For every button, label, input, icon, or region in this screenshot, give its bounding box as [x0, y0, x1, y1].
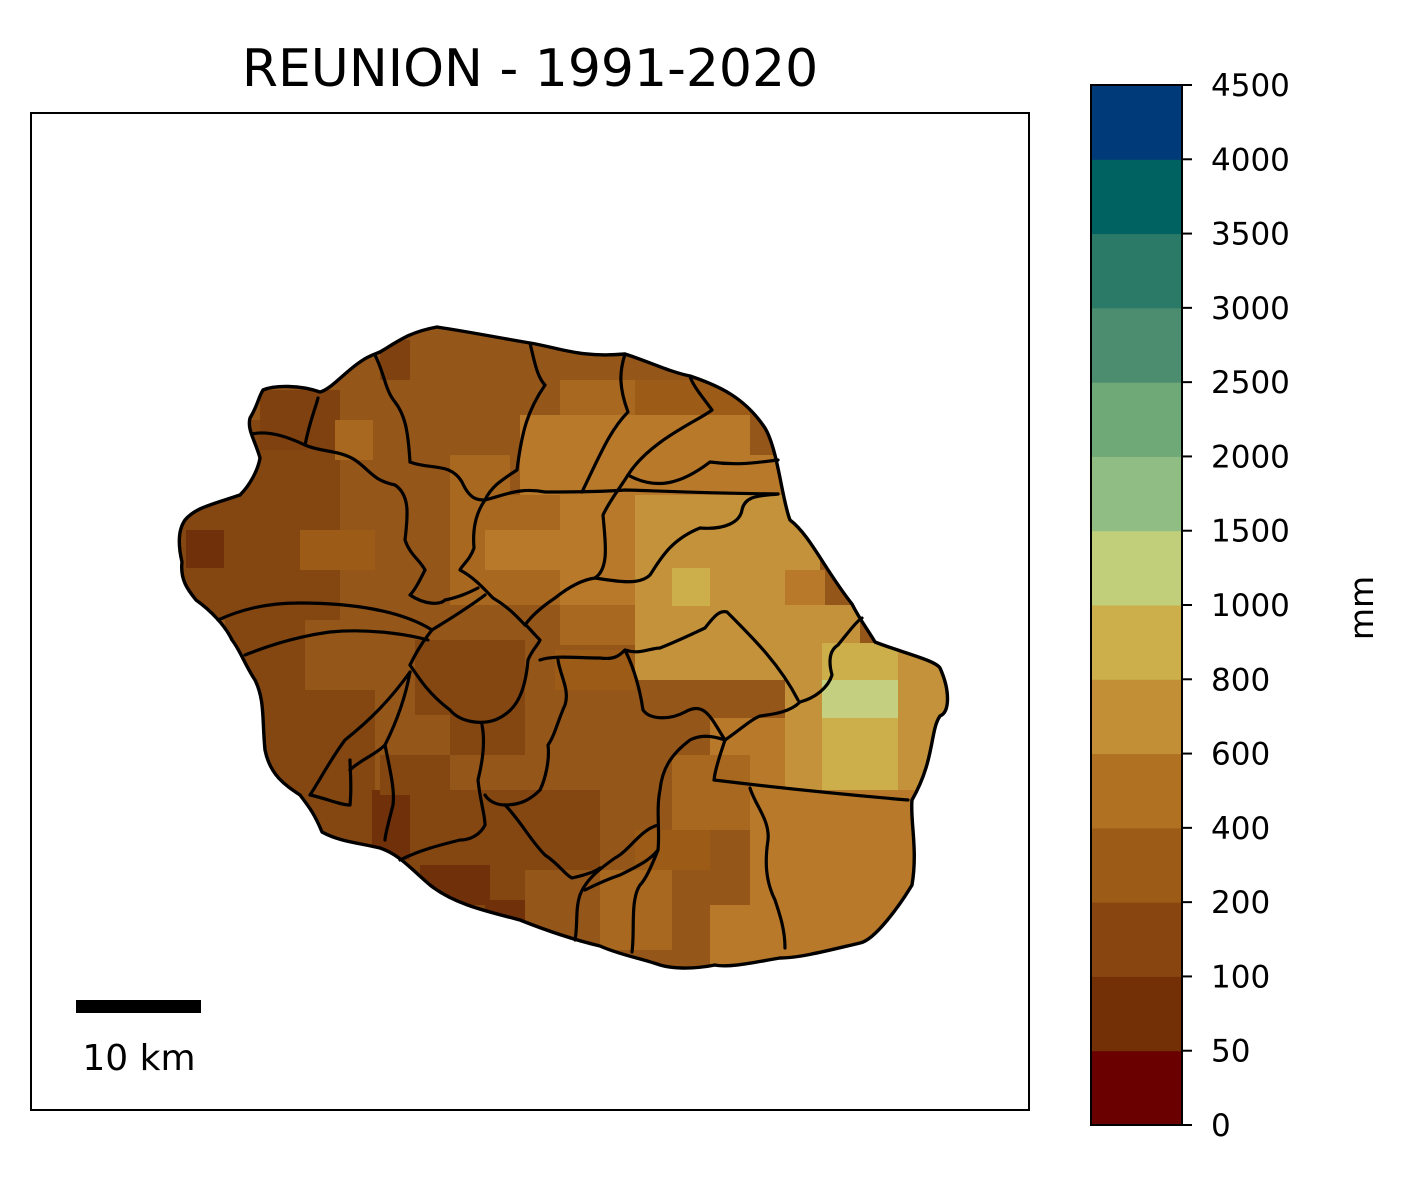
- raster-cell: [672, 568, 710, 606]
- raster-cell: [560, 605, 635, 645]
- boundary-line: [573, 823, 660, 942]
- colorbar-bin: [1091, 976, 1182, 1052]
- map-title: REUNION - 1991-2020: [242, 39, 818, 99]
- colorbar-tick-label: 400: [1211, 811, 1270, 847]
- colorbar-tick-label: 1000: [1211, 588, 1290, 624]
- colorbar-tick-label: 4500: [1211, 68, 1290, 104]
- raster-cell: [450, 455, 510, 495]
- scale-bar: [76, 1000, 201, 1013]
- colorbar-bin: [1091, 605, 1182, 680]
- colorbar-bin: [1091, 233, 1182, 309]
- colorbar-bin: [1091, 902, 1182, 977]
- boundary-line: [593, 473, 630, 580]
- colorbar-tick-label: 800: [1211, 662, 1270, 698]
- colorbar-tick-label: 1500: [1211, 514, 1290, 550]
- boundary-line: [538, 609, 800, 702]
- raster-cell: [186, 530, 224, 568]
- colorbar-ticks: 0 50 100 200 400 600 800 1000 1500 2000 2500 3000 35…: [1182, 68, 1290, 1144]
- boundary-line: [483, 341, 547, 502]
- raster-cell: [822, 680, 898, 718]
- boundary-line: [623, 648, 727, 742]
- colorbar-bin: [1091, 679, 1182, 755]
- colorbar-bin: [1091, 307, 1182, 383]
- colorbar-tick-label: 100: [1211, 959, 1270, 995]
- colorbar-bin: [1091, 530, 1182, 606]
- boundary-line: [303, 396, 320, 447]
- boundary-line: [523, 576, 597, 627]
- raster-cell: [672, 755, 750, 830]
- scale-bar-label: 10 km: [82, 1038, 195, 1079]
- boundary-line: [373, 353, 412, 464]
- boundary-line: [458, 498, 527, 627]
- raster-cell: [600, 870, 672, 950]
- colorbar-tick-label: 50: [1211, 1034, 1250, 1070]
- raster-cell: [635, 830, 710, 870]
- colorbar-bin: [1091, 382, 1182, 457]
- boundary-line: [580, 352, 630, 494]
- raster-cell: [710, 905, 785, 965]
- colorbar-bin: [1091, 827, 1182, 903]
- boundary-line: [408, 460, 487, 502]
- boundary-line: [712, 738, 910, 802]
- boundary-line: [408, 623, 542, 724]
- raster-cell: [785, 718, 822, 798]
- boundary-line: [243, 629, 430, 657]
- colorbar-bin: [1091, 85, 1182, 160]
- raster-cell: [300, 530, 375, 570]
- raster-cell: [415, 640, 525, 715]
- raster-cell: [485, 530, 565, 570]
- colorbar-tick-label: 3000: [1211, 291, 1290, 327]
- boundary-line: [483, 658, 568, 807]
- colorbar-tick-label: 0: [1211, 1108, 1231, 1144]
- colorbar-bin: [1091, 456, 1182, 532]
- island-coastline: [177, 325, 950, 970]
- colorbar-bin: [1091, 159, 1182, 235]
- colorbar-tick-label: 3500: [1211, 217, 1290, 253]
- boundary-line: [723, 616, 864, 742]
- commune-boundaries: [216, 341, 910, 954]
- raster-cell: [520, 790, 600, 870]
- boundary-line: [308, 670, 412, 807]
- raster-cell: [635, 495, 710, 570]
- colorbar-tick-label: 200: [1211, 885, 1270, 921]
- raster-cell: [785, 570, 825, 605]
- raster-cell: [260, 390, 340, 450]
- boundary-line: [250, 431, 427, 572]
- colorbar-bin: [1091, 1050, 1182, 1126]
- boundary-line: [503, 803, 602, 880]
- colorbar: [1091, 85, 1182, 1126]
- boundary-line: [216, 601, 434, 632]
- boundary-line: [383, 743, 396, 842]
- boundary-line: [748, 786, 787, 950]
- boundary-line: [583, 848, 660, 892]
- colorbar-tick-label: 2500: [1211, 365, 1290, 401]
- colorbar-unit-label: mm: [1342, 576, 1381, 640]
- boundary-line: [408, 568, 480, 605]
- colorbar-tick-label: 2000: [1211, 439, 1290, 475]
- boundary-line: [593, 492, 780, 584]
- colorbar-tick-label: 4000: [1211, 142, 1290, 178]
- colorbar-bin: [1091, 753, 1182, 829]
- boundary-line: [408, 593, 487, 667]
- boundary-line: [483, 488, 780, 502]
- colorbar-tick-label: 600: [1211, 737, 1270, 773]
- boundary-line: [398, 723, 487, 862]
